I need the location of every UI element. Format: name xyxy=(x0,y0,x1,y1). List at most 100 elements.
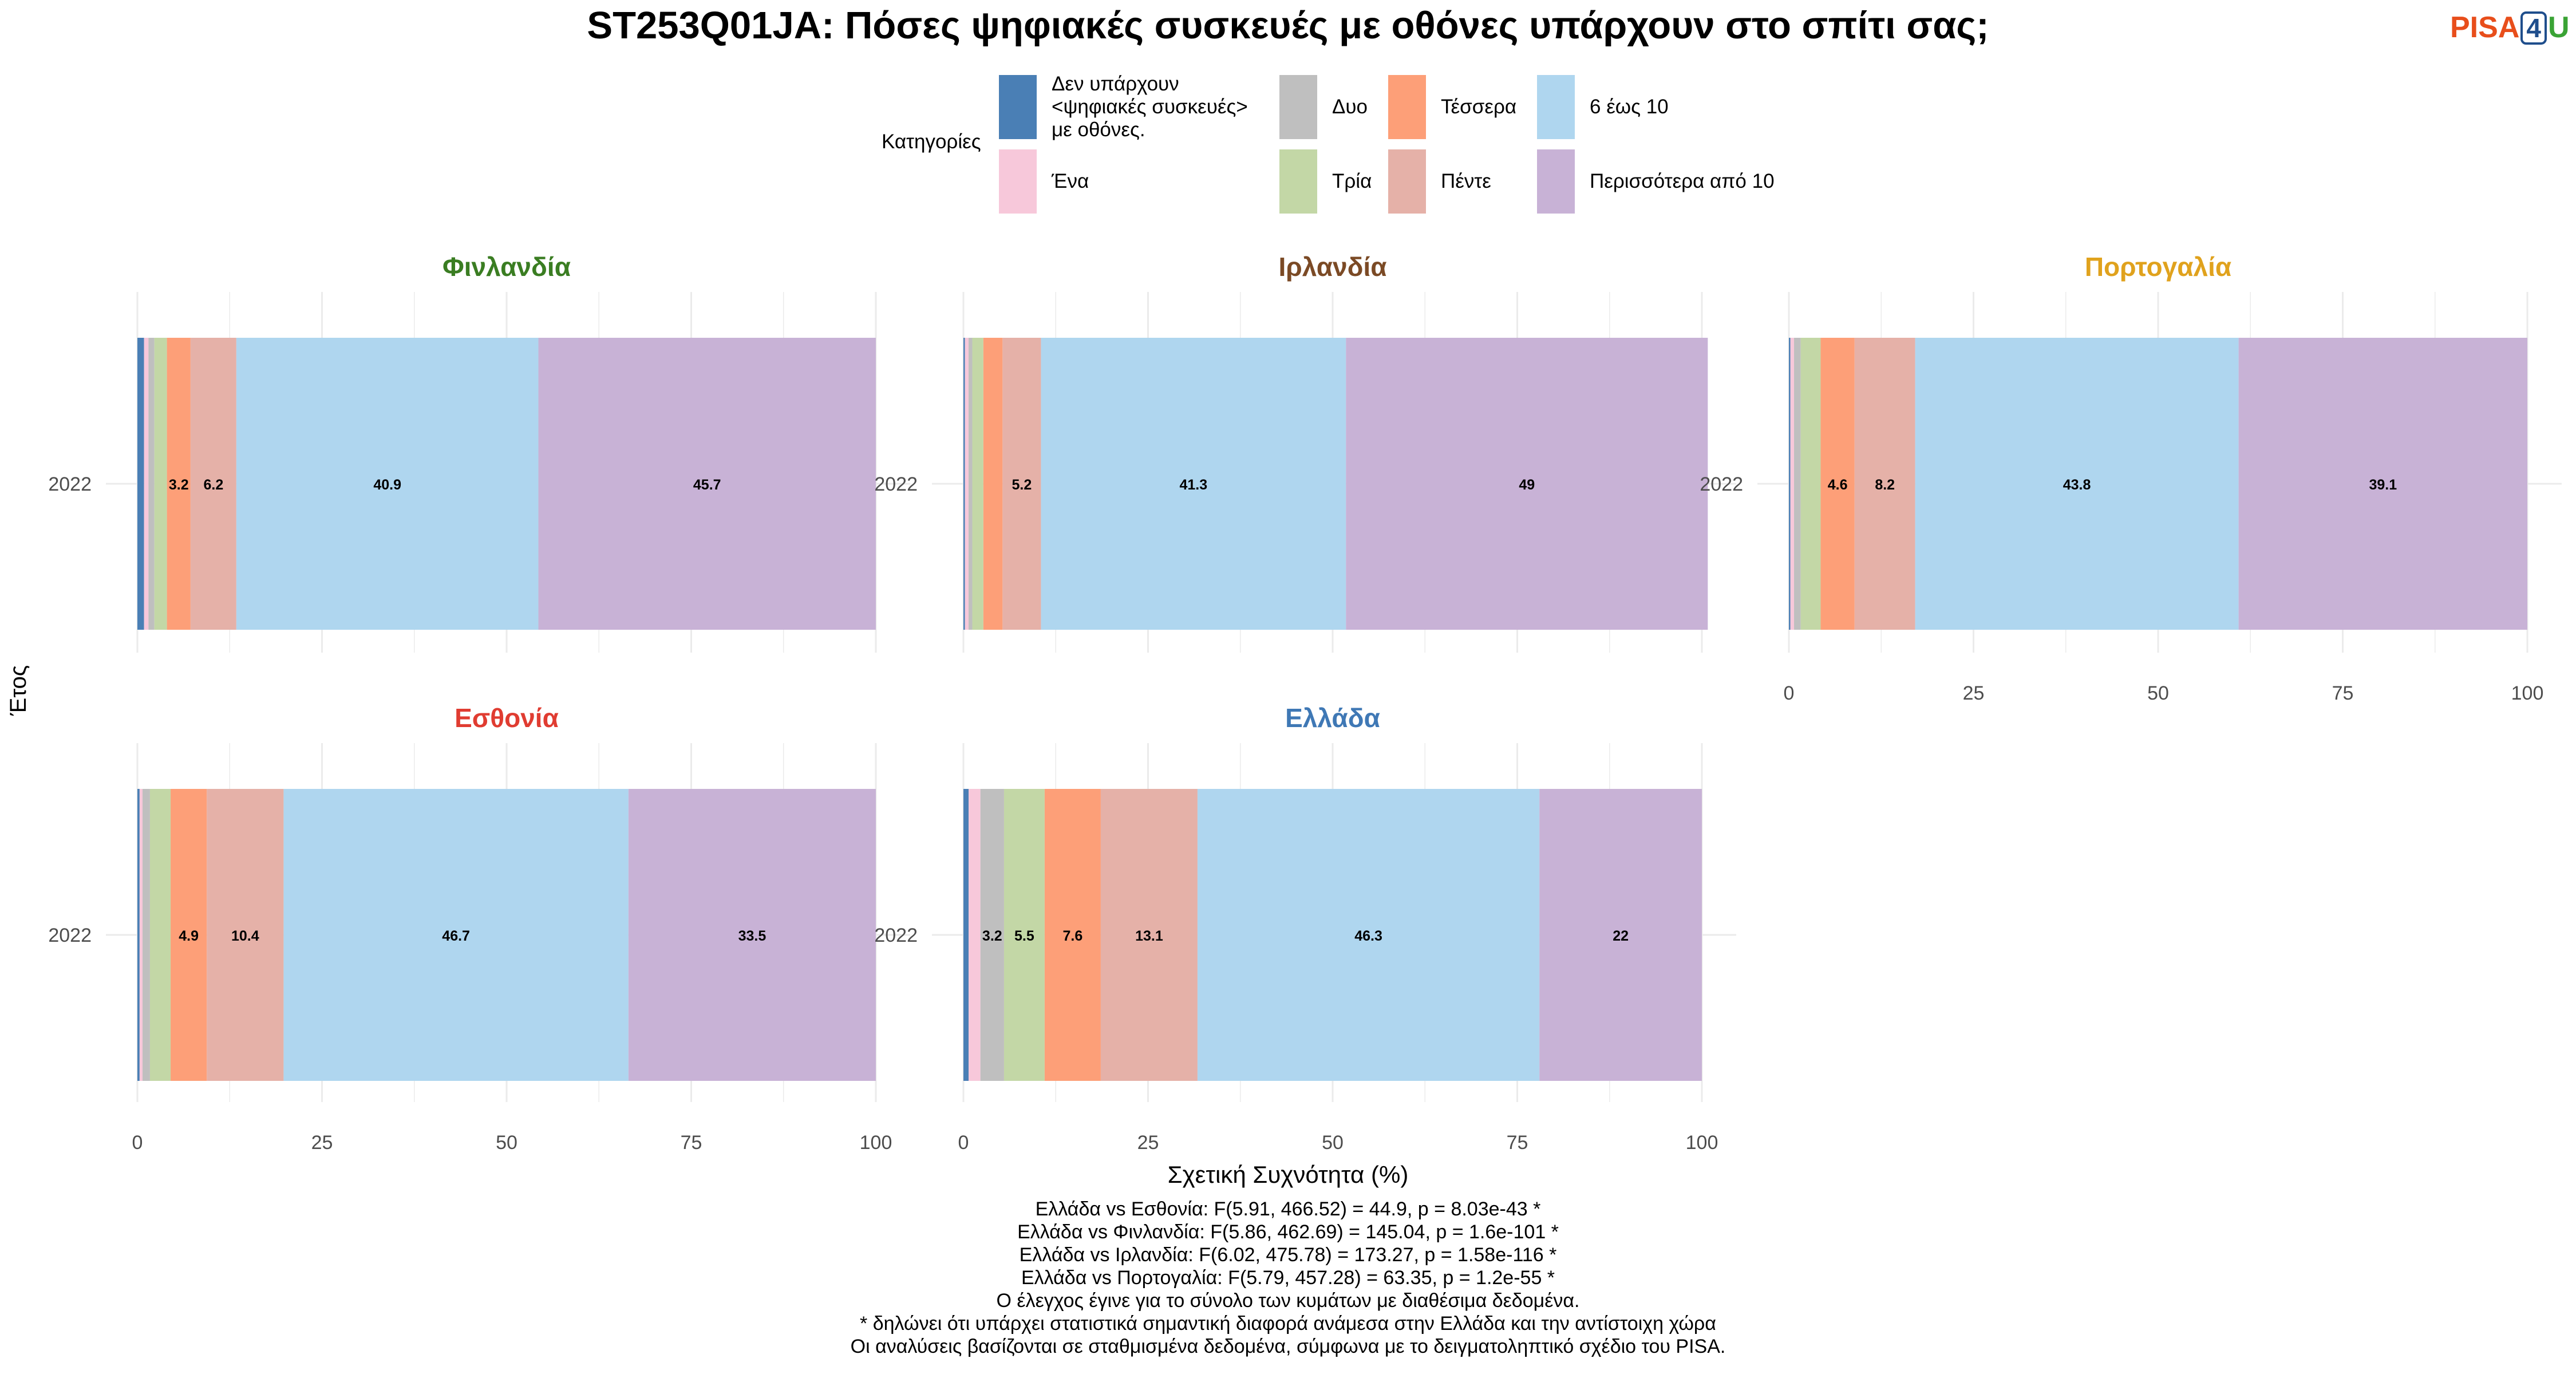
legend-key-5 xyxy=(1388,149,1426,214)
pisa4u-logo: PISA 4 U xyxy=(2450,10,2570,45)
bar-segment xyxy=(963,789,969,1081)
data-label: 4.9 xyxy=(179,928,199,944)
bar-segment xyxy=(154,338,167,630)
note-line: Οι αναλύσεις βασίζονται σε σταθμισμένα δ… xyxy=(850,1336,1726,1357)
bar-segment xyxy=(171,789,207,1081)
data-label: 3.2 xyxy=(982,928,1002,944)
bar-segment xyxy=(1044,789,1101,1081)
legend-label-0: Δεν υπάρχουν <ψηφιακές συσκευές> με οθόν… xyxy=(1052,73,1248,141)
x-tick-label: 0 xyxy=(132,1132,143,1154)
bar-segment xyxy=(207,789,284,1081)
legend-key-1 xyxy=(999,149,1037,214)
data-label: 13.1 xyxy=(1135,928,1163,944)
legend-key-7 xyxy=(1537,149,1575,214)
y-tick-label: 2022 xyxy=(874,473,918,495)
legend-label-6: 6 έως 10 xyxy=(1590,96,1669,118)
data-label: 40.9 xyxy=(373,477,401,493)
legend: Κατηγορίες Δεν υπάρχουν <ψηφιακές συσκευ… xyxy=(0,0,2576,218)
bar-segment xyxy=(236,338,539,630)
bar-segment xyxy=(137,789,140,1081)
x-tick-label: 50 xyxy=(2147,682,2169,704)
y-axis-label: Έτος xyxy=(6,665,31,716)
logo-u-text: U xyxy=(2547,11,2570,44)
x-tick-label: 75 xyxy=(1507,1132,1528,1154)
note-line: Ελλάδα vs Ιρλανδία: F(6.02, 475.78) = 17… xyxy=(1019,1244,1557,1266)
x-tick-label: 25 xyxy=(1963,682,1985,704)
bar-segment xyxy=(1002,338,1041,630)
bar-segment xyxy=(538,338,876,630)
bar-segment xyxy=(190,338,236,630)
x-tick-label: 0 xyxy=(958,1132,969,1154)
bar-segment xyxy=(1854,338,1915,630)
bar-segment xyxy=(1346,338,1708,630)
note-line: Ελλάδα vs Εσθονία: F(5.91, 466.52) = 44.… xyxy=(1035,1198,1541,1220)
note-line: Ελλάδα vs Φινλανδία: F(5.86, 462.69) = 1… xyxy=(1017,1221,1559,1243)
logo-pisa-text: PISA xyxy=(2450,11,2520,44)
chart-title: ST253Q01JA: Πόσες ψηφιακές συσκευές με ο… xyxy=(587,4,1989,47)
x-tick-label: 25 xyxy=(1137,1132,1159,1154)
legend-label-7: Περισσότερα από 10 xyxy=(1590,170,1775,192)
y-tick-label: 2022 xyxy=(48,473,92,495)
legend-label-1: Ένα xyxy=(1052,170,1089,192)
panel-title: Ιρλανδία xyxy=(1278,252,1386,282)
bar-segment xyxy=(980,789,1004,1081)
panel-title: Πορτογαλία xyxy=(2085,252,2231,282)
note-line: Ο έλεγχος έγινε για το σύνολο των κυμάτω… xyxy=(996,1290,1580,1312)
bar-segment xyxy=(972,338,983,630)
x-tick-label: 75 xyxy=(681,1132,702,1154)
x-tick-label: 0 xyxy=(1784,682,1795,704)
bar-segment xyxy=(1800,338,1821,630)
data-label: 43.8 xyxy=(2063,477,2091,493)
data-label: 22 xyxy=(1613,928,1629,944)
bar-segment xyxy=(167,338,191,630)
bar-segment xyxy=(1197,789,1540,1081)
statistical-notes: Ελλάδα vs Εσθονία: F(5.91, 466.52) = 44.… xyxy=(0,1198,2576,1358)
bar-segment xyxy=(137,338,144,630)
bar-segment xyxy=(139,789,143,1081)
data-label: 46.3 xyxy=(1354,928,1382,944)
bar-segment xyxy=(969,338,973,630)
bar-segment xyxy=(963,338,965,630)
bar-segment xyxy=(1003,789,1045,1081)
data-label: 5.2 xyxy=(1012,477,1032,493)
legend-key-6 xyxy=(1537,75,1575,139)
data-label: 8.2 xyxy=(1875,477,1895,493)
panel-title: Εσθονία xyxy=(455,703,559,733)
data-label: 5.5 xyxy=(1014,928,1034,944)
bar-segment xyxy=(144,338,149,630)
bar-segment xyxy=(2238,338,2527,630)
bar-segment xyxy=(628,789,876,1081)
data-label: 33.5 xyxy=(738,928,767,944)
bar-segment xyxy=(1915,338,2239,630)
x-tick-label: 75 xyxy=(2332,682,2354,704)
bar-segment xyxy=(1820,338,1855,630)
bar-segment xyxy=(143,789,150,1081)
data-label: 45.7 xyxy=(693,477,721,493)
bar-segment xyxy=(148,338,155,630)
data-label: 46.7 xyxy=(442,928,470,944)
legend-label-5: Πέντε xyxy=(1441,170,1491,192)
data-label: 3.2 xyxy=(169,477,189,493)
bar-segment xyxy=(969,789,981,1081)
data-label: 10.4 xyxy=(231,928,259,944)
y-tick-label: 2022 xyxy=(48,925,92,946)
bar-segment xyxy=(1790,338,1795,630)
x-tick-label: 100 xyxy=(2511,682,2544,704)
legend-key-0 xyxy=(999,75,1037,139)
note-line: Ελλάδα vs Πορτογαλία: F(5.79, 457.28) = … xyxy=(1021,1267,1555,1289)
bar-segment xyxy=(965,338,969,630)
logo-four-text: 4 xyxy=(2520,11,2547,45)
bar-segment xyxy=(1539,789,1702,1081)
x-axis-label: Σχετική Συχνότητα (%) xyxy=(1167,1161,1409,1188)
x-tick-label: 50 xyxy=(1322,1132,1344,1154)
x-tick-label: 25 xyxy=(311,1132,333,1154)
bar-segment xyxy=(983,338,1003,630)
bar-segment xyxy=(283,789,629,1081)
data-label: 41.3 xyxy=(1179,477,1207,493)
data-label: 49 xyxy=(1519,477,1535,493)
note-line: * δηλώνει ότι υπάρχει στατιστικά σημαντι… xyxy=(860,1313,1716,1334)
legend-title: Κατηγορίες xyxy=(882,131,981,153)
data-label: 4.6 xyxy=(1828,477,1848,493)
bar-segment xyxy=(1789,338,1791,630)
